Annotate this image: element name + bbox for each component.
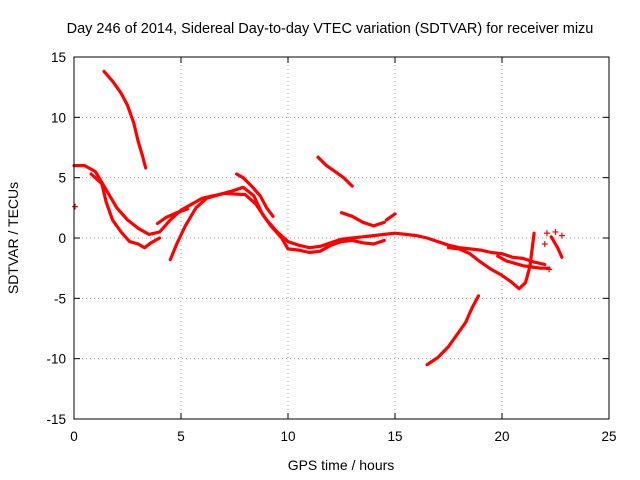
x-tick-label: 25 [601,429,616,444]
x-axis-label: GPS time / hours [288,457,395,473]
x-tick-label: 10 [280,429,295,444]
axis-ticks: 0 5 10 15 20 25 -15 -10 -5 0 5 10 15 [46,50,616,444]
series-arc-small-a [339,211,386,228]
y-tick-label: -15 [46,412,66,427]
data-point-marker [552,228,559,235]
x-tick-label: 20 [494,429,509,444]
series-main-track-b [89,172,162,250]
x-tick-label: 15 [387,429,402,444]
series-main-track-d [155,207,189,226]
series-main-track-e [235,172,275,218]
series-arc-lower-right [425,294,481,367]
y-tick-label: -5 [54,291,66,306]
data-point-marker [558,232,565,239]
data-point-marker [543,230,550,237]
x-tick-label: 0 [70,429,78,444]
y-tick-label: 15 [51,50,66,65]
y-axis-label: SDTVAR / TECUs [5,182,21,294]
series-arc-mid-right [316,155,354,188]
y-tick-label: -10 [46,352,66,367]
y-tick-label: 5 [58,171,66,186]
chart-title: Day 246 of 2014, Sidereal Day-to-day VTE… [67,21,594,37]
series-main-track-f [446,231,536,291]
y-tick-label: 10 [51,110,66,125]
series-main-track-a [72,164,547,267]
x-tick-label: 5 [177,429,185,444]
plot-area [72,69,565,367]
series-right-cluster [549,235,564,259]
series-main-track-c [168,185,386,262]
data-point-marker [546,266,553,273]
series-arc-small-b [384,212,397,222]
data-point-marker [72,203,79,210]
series-main-track-g [496,254,551,270]
y-tick-label: 0 [58,231,66,246]
data-point-marker [541,241,548,248]
series-arc-upper-left [102,69,148,170]
